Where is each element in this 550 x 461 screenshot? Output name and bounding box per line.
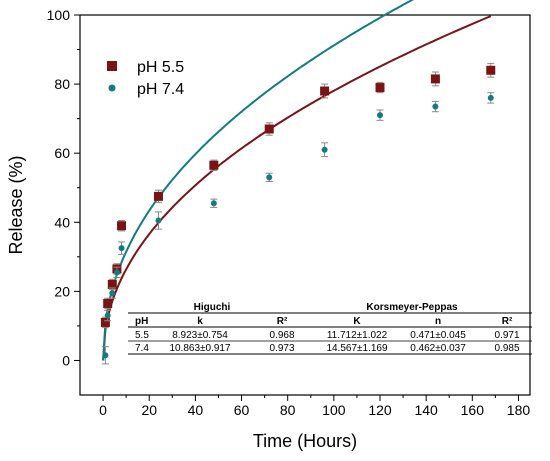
- table-column-header: n: [435, 316, 441, 327]
- table-column-header: R²: [277, 316, 288, 327]
- data-point: [264, 124, 274, 134]
- data-point: [118, 245, 125, 252]
- fit-curve: [102, 0, 415, 361]
- fit-curve: [102, 15, 492, 361]
- y-tick-label: 100: [47, 7, 71, 23]
- data-point: [321, 146, 328, 153]
- data-point: [117, 221, 127, 231]
- data-point: [103, 298, 113, 308]
- table-cell: 0.471±0.045: [410, 330, 466, 341]
- legend-marker: [107, 61, 117, 71]
- y-tick-label: 80: [54, 76, 70, 92]
- x-tick-label: 180: [507, 402, 531, 418]
- data-point: [209, 160, 219, 170]
- table-group-header: Higuchi: [194, 302, 231, 313]
- y-tick-label: 60: [54, 145, 70, 161]
- y-tick-label: 40: [54, 214, 70, 230]
- legend-label: pH 7.4: [137, 81, 184, 98]
- table-column-header: R²: [502, 316, 513, 327]
- data-point: [320, 86, 330, 96]
- data-point: [153, 191, 163, 201]
- data-point: [107, 279, 117, 289]
- data-point: [102, 352, 109, 359]
- x-tick-label: 80: [280, 402, 296, 418]
- x-tick-label: 140: [414, 402, 438, 418]
- legend-marker: [108, 84, 116, 92]
- data-point: [113, 269, 120, 276]
- table-cell: 14.567±1.169: [326, 343, 388, 354]
- data-point: [266, 174, 273, 181]
- table-cell: 0.968: [269, 330, 294, 341]
- data-point: [430, 74, 440, 84]
- y-tick-label: 20: [54, 283, 70, 299]
- legend-label: pH 5.5: [137, 59, 184, 76]
- data-point: [100, 317, 110, 327]
- data-point: [377, 112, 383, 119]
- x-tick-label: 40: [188, 402, 204, 418]
- x-tick-label: 160: [461, 402, 485, 418]
- table-cell: 0.462±0.037: [410, 343, 466, 354]
- plot-area: [79, 14, 531, 396]
- table-cell: 0.985: [494, 343, 519, 354]
- x-tick-label: 100: [322, 402, 346, 418]
- table-column-header: k: [197, 316, 203, 327]
- table-cell: 11.712±1.022: [327, 330, 388, 341]
- table-group-header: Korsmeyer-Peppas: [366, 302, 458, 313]
- table-cell: 0.973: [269, 343, 294, 354]
- data-point: [104, 312, 111, 319]
- x-tick-label: 60: [234, 402, 250, 418]
- data-point: [487, 94, 494, 101]
- x-tick-label: 20: [141, 402, 157, 418]
- y-axis-title: Release (%): [6, 155, 26, 254]
- table-cell: 10.863±0.917: [169, 343, 231, 354]
- y-tick-label: 0: [62, 352, 70, 368]
- table-cell: 0.971: [494, 330, 519, 341]
- x-axis-title: Time (Hours): [253, 431, 357, 451]
- data-point: [375, 83, 385, 93]
- table-column-header: pH: [135, 316, 148, 327]
- table-cell: 7.4: [135, 343, 149, 354]
- data-point: [432, 103, 439, 110]
- x-tick-label: 120: [368, 402, 392, 418]
- data-point: [210, 200, 217, 207]
- table-column-header: K: [353, 316, 361, 327]
- data-point: [109, 290, 116, 297]
- table-cell: 8.923±0.754: [172, 330, 228, 341]
- data-point: [486, 65, 496, 75]
- table-cell: 5.5: [135, 330, 149, 341]
- data-point: [155, 217, 162, 224]
- x-tick-label: 0: [99, 402, 107, 418]
